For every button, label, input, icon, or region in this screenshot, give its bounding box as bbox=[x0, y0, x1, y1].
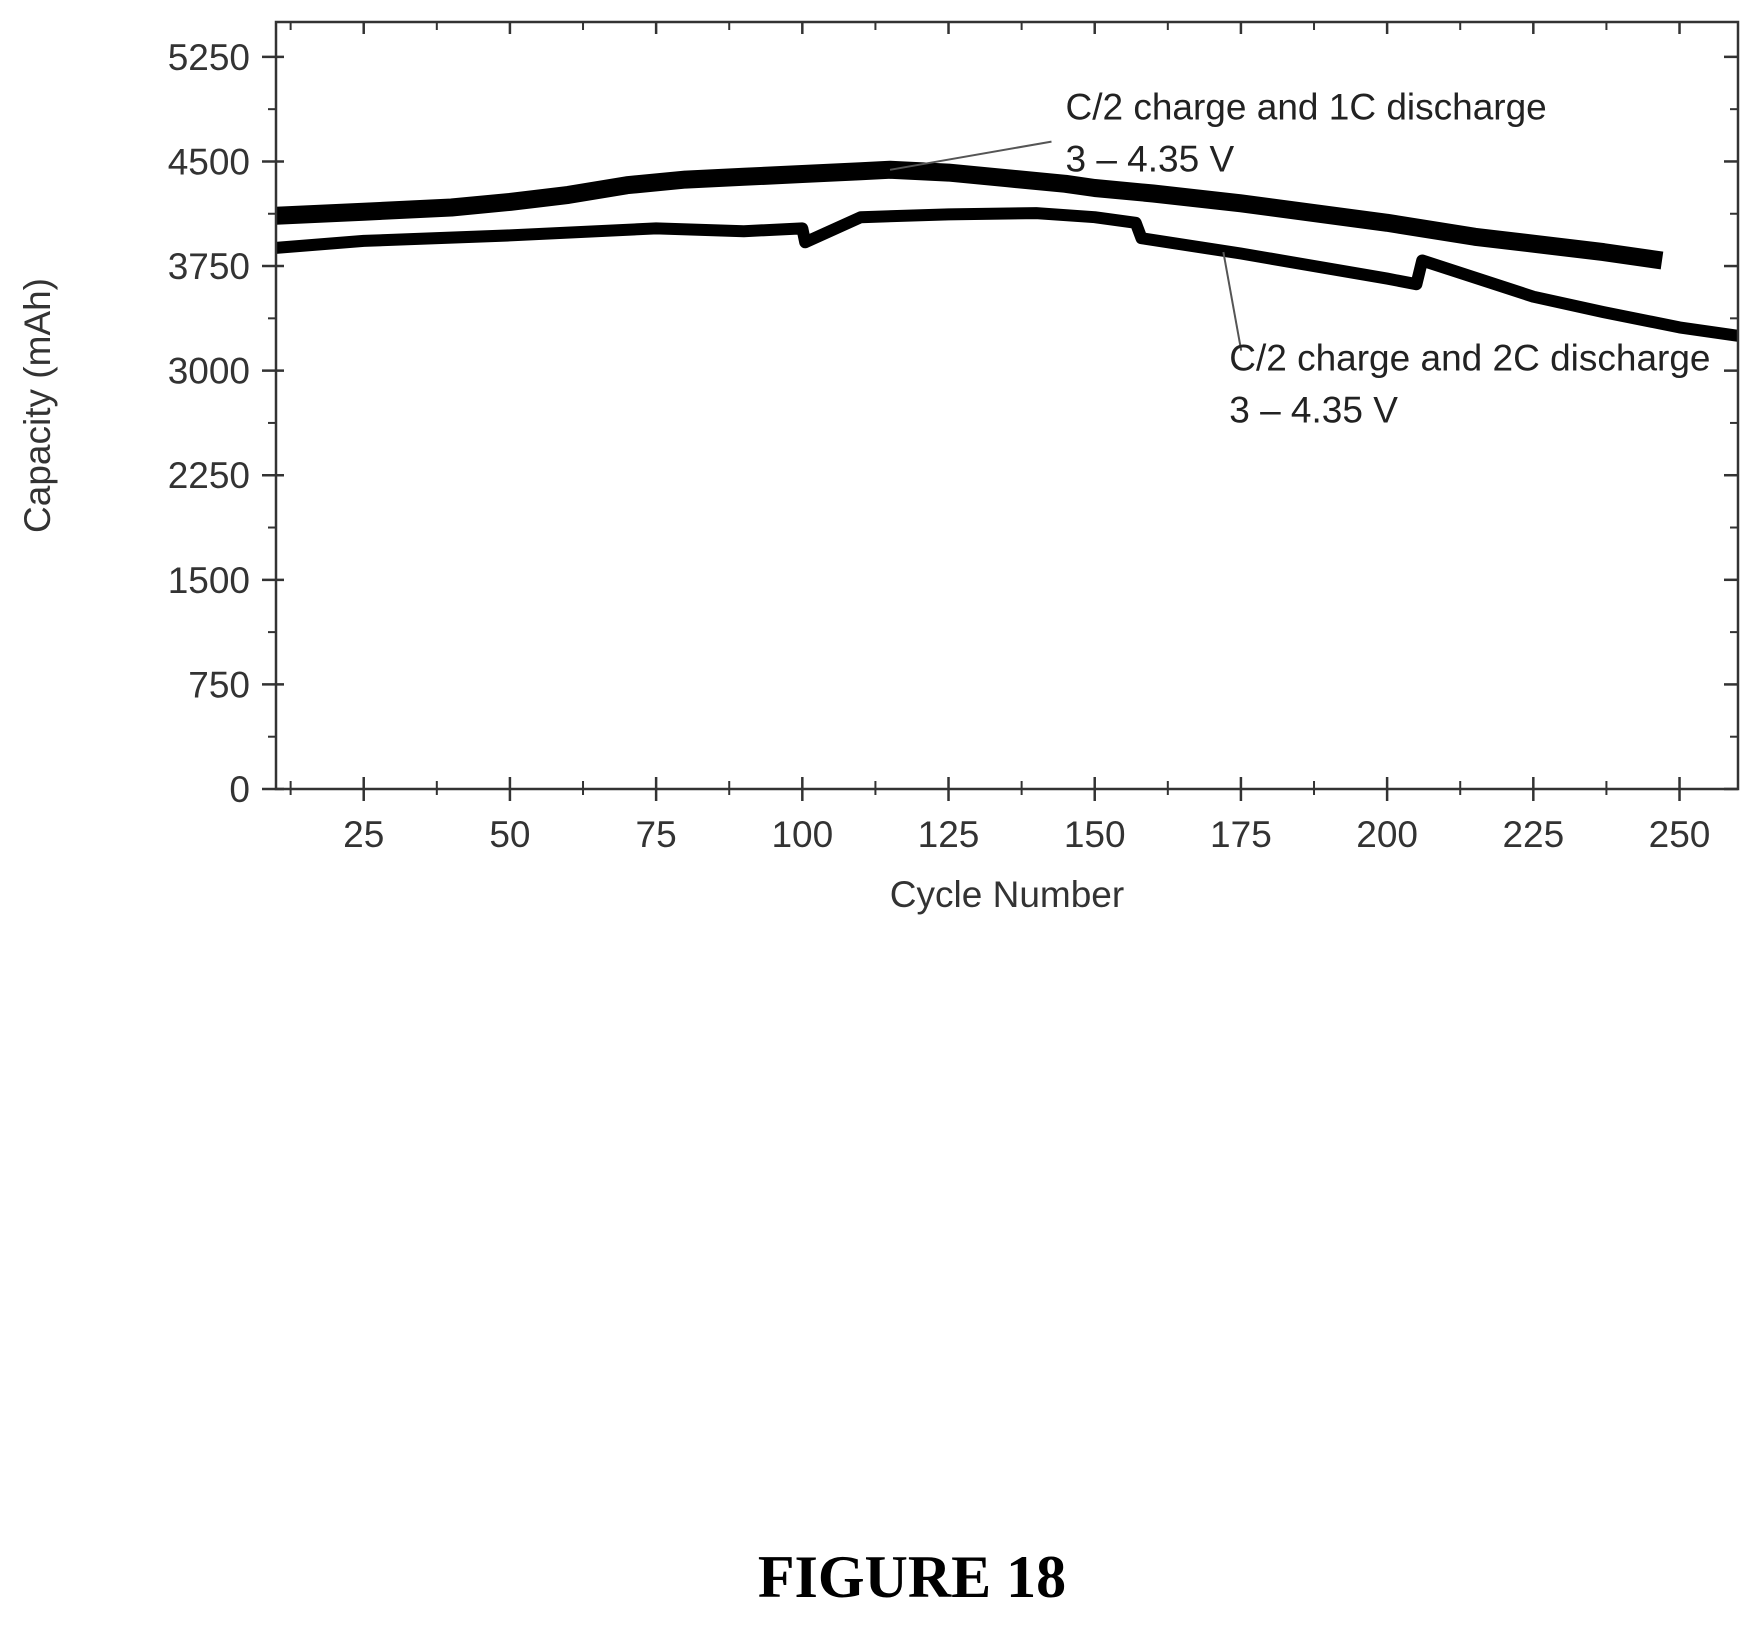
series-line-1 bbox=[275, 160, 1664, 270]
data-series bbox=[275, 160, 1739, 342]
y-tick-label: 5250 bbox=[168, 37, 250, 78]
y-tick-label: 0 bbox=[229, 769, 250, 810]
figure-caption: FIGURE 18 bbox=[758, 1544, 1066, 1610]
y-tick-label: 2250 bbox=[168, 455, 250, 496]
x-tick-label: 200 bbox=[1356, 814, 1418, 855]
y-axis-ticks: 0 750 1500 2250 3000 3750 4500 5250 bbox=[168, 37, 1738, 810]
y-tick-label: 1500 bbox=[168, 560, 250, 601]
x-tick-label: 100 bbox=[771, 814, 833, 855]
annotation-leader-2 bbox=[1222, 251, 1243, 351]
annotation-line: C/2 charge and 1C discharge bbox=[1065, 87, 1546, 128]
x-tick-label: 125 bbox=[918, 814, 980, 855]
annotation-line: 3 – 4.35 V bbox=[1065, 139, 1234, 180]
y-tick-label: 750 bbox=[188, 664, 250, 705]
x-tick-label: 150 bbox=[1064, 814, 1126, 855]
annotation-leader-1 bbox=[889, 140, 1052, 171]
y-axis-title: Capacity (mAh) bbox=[17, 278, 58, 533]
x-tick-label: 75 bbox=[636, 814, 677, 855]
annotations: C/2 charge and 1C discharge 3 – 4.35 VC/2… bbox=[889, 87, 1711, 431]
x-tick-label: 225 bbox=[1502, 814, 1564, 855]
series-line-2 bbox=[275, 207, 1739, 342]
x-tick-label: 50 bbox=[489, 814, 530, 855]
annotation-line: C/2 charge and 2C discharge bbox=[1229, 338, 1710, 379]
series-annotation-2: C/2 charge and 2C discharge 3 – 4.35 V bbox=[1229, 338, 1710, 431]
x-tick-label: 250 bbox=[1649, 814, 1711, 855]
x-tick-label: 175 bbox=[1210, 814, 1272, 855]
x-axis-ticks: 25 50 75 100 125 150 175 200 225 250 bbox=[289, 22, 1711, 855]
annotation-line: 3 – 4.35 V bbox=[1229, 390, 1398, 431]
x-axis-title: Cycle Number bbox=[890, 874, 1124, 915]
plot-area-frame bbox=[274, 20, 1740, 791]
y-tick-label: 4500 bbox=[168, 141, 250, 182]
x-tick-label: 25 bbox=[343, 814, 384, 855]
y-tick-label: 3750 bbox=[168, 246, 250, 287]
y-tick-label: 3000 bbox=[168, 351, 250, 392]
series-annotation-1: C/2 charge and 1C discharge 3 – 4.35 V bbox=[1065, 87, 1546, 180]
